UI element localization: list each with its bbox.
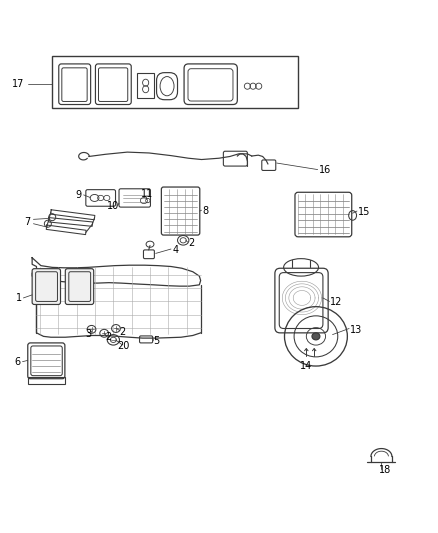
Text: 9: 9 [76, 190, 82, 200]
Text: 20: 20 [118, 341, 130, 351]
Text: 2: 2 [119, 327, 125, 337]
Text: 1: 1 [16, 293, 22, 303]
Text: 3: 3 [85, 329, 91, 339]
Bar [138, 73, 154, 98]
Text: 18: 18 [379, 465, 391, 475]
Text: 5: 5 [153, 336, 160, 346]
Text: 6: 6 [14, 357, 21, 367]
Text: 10: 10 [107, 201, 119, 211]
Ellipse shape [312, 333, 320, 340]
Text: 2: 2 [106, 332, 112, 342]
Text: 15: 15 [358, 207, 370, 217]
FancyBboxPatch shape [32, 269, 60, 304]
Text: 16: 16 [319, 165, 332, 175]
Text: 11: 11 [141, 189, 154, 199]
Text: 17: 17 [12, 79, 24, 89]
Text: 12: 12 [330, 297, 343, 308]
Bar [52, 56, 297, 108]
Bar [28, 377, 65, 384]
Text: 4: 4 [172, 245, 178, 255]
Text: 13: 13 [350, 325, 362, 335]
FancyBboxPatch shape [65, 269, 94, 304]
Text: 8: 8 [202, 206, 208, 216]
Text: 7: 7 [24, 217, 30, 227]
Text: 2: 2 [188, 238, 194, 248]
Text: 14: 14 [300, 361, 312, 371]
